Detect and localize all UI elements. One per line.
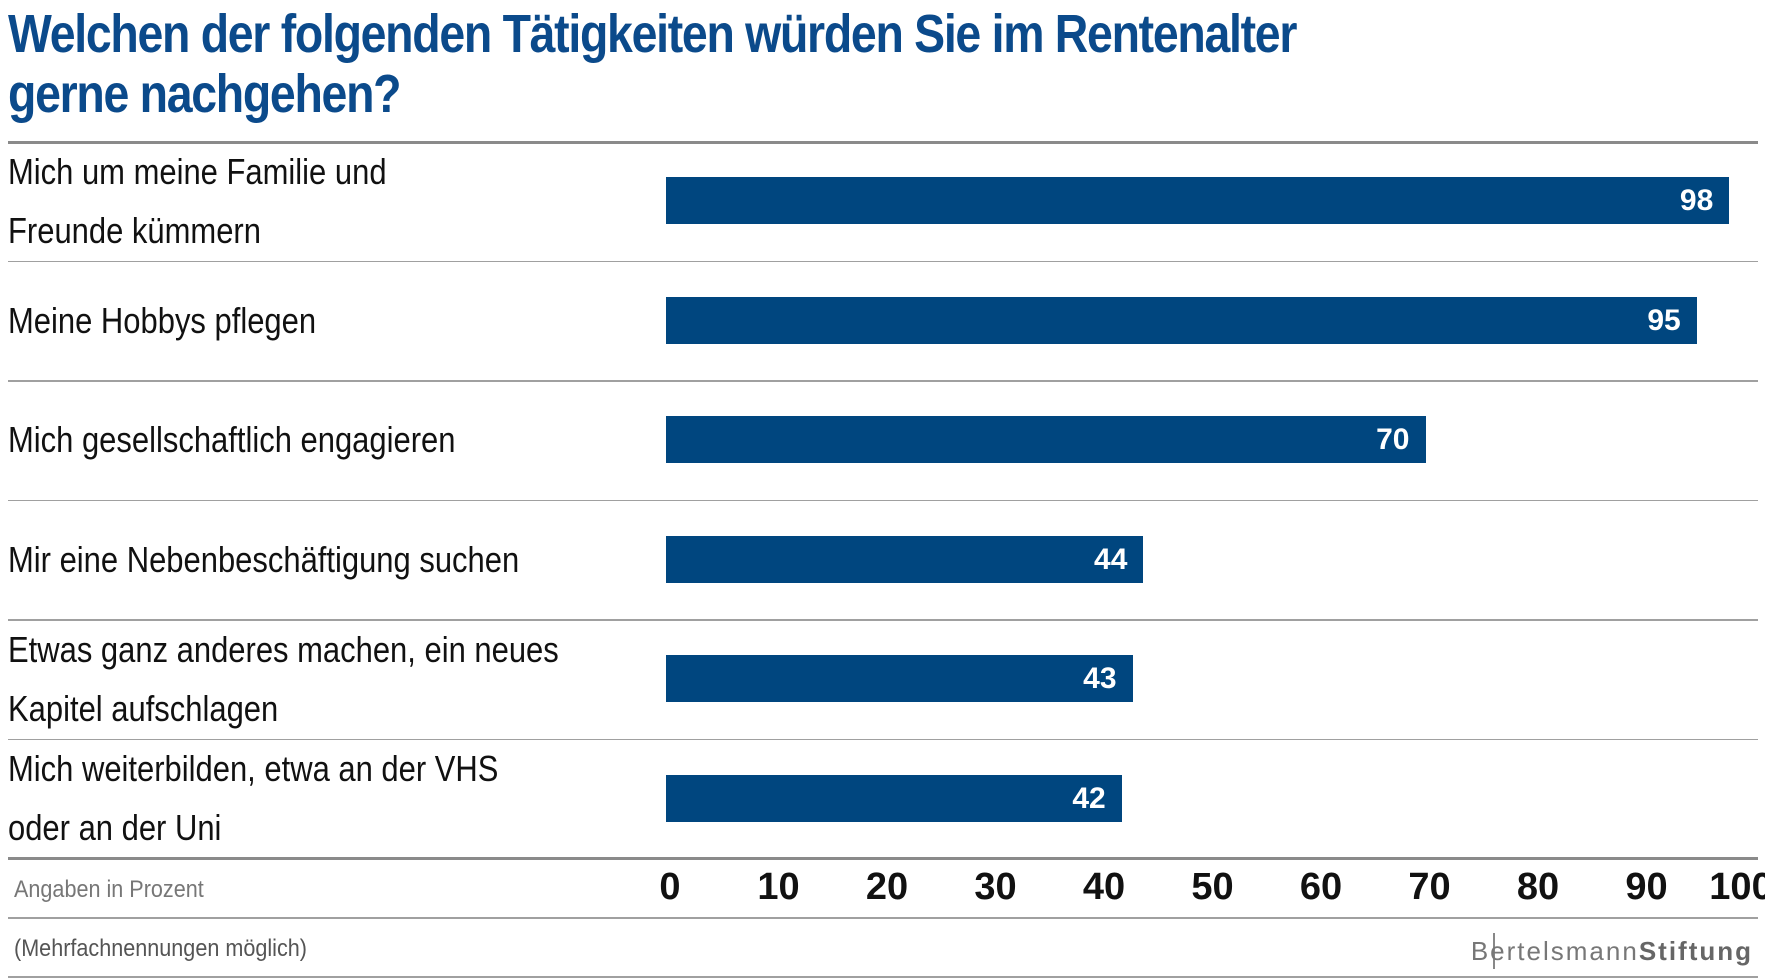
- tick-label: 20: [865, 866, 909, 908]
- row-divider: [8, 619, 1758, 621]
- tick-label: 100: [1709, 866, 1765, 908]
- bar: 44: [666, 535, 1144, 583]
- chart-title: Welchen der folgenden Tätigkeiten würden…: [8, 4, 1504, 124]
- category-label: Mich weiterbilden, etwa an der VHS oder …: [8, 748, 499, 849]
- tick-label: 10: [757, 866, 800, 908]
- tick-label: 50: [1191, 866, 1234, 908]
- row-divider: [8, 260, 1758, 262]
- tick-label: 40: [1082, 866, 1126, 908]
- category-label: Mir eine Nebenbeschäftigung suchen: [8, 538, 520, 580]
- bar: 70: [666, 416, 1426, 463]
- row-divider: [8, 380, 1758, 382]
- logo-divider: [1493, 933, 1495, 969]
- title-line-2: gerne nachgehen?: [8, 64, 402, 124]
- data-label: 43: [1083, 662, 1117, 695]
- category-label: Etwas ganz anderes machen, ein neues Kap…: [8, 628, 559, 729]
- bertelsmann-stiftung-logo: BertelsmannStiftung: [1471, 936, 1753, 967]
- data-label: 44: [1094, 542, 1128, 576]
- axis-bottom-rule: [8, 917, 1758, 919]
- data-label: 95: [1647, 303, 1681, 337]
- bar: 95: [666, 296, 1697, 344]
- bar: 42: [666, 774, 1122, 822]
- tick-label: 30: [974, 866, 1017, 908]
- top-rule: [8, 141, 1758, 144]
- logo-bold-text: Stiftung: [1638, 936, 1753, 966]
- data-label: 42: [1072, 781, 1106, 815]
- row-divider: [8, 499, 1758, 501]
- tick-label: 0: [659, 866, 681, 908]
- data-label: 70: [1376, 423, 1410, 456]
- axis-rule: [8, 857, 1758, 860]
- footnote: (Mehrfachnennungen möglich): [14, 935, 307, 962]
- category-label: Mich um meine Familie und Freunde kümmer…: [8, 150, 387, 251]
- bar: 43: [666, 655, 1133, 702]
- category-label: Mich gesellschaftlich engagieren: [8, 419, 456, 461]
- logo-light-text: Bertelsmann: [1470, 936, 1639, 966]
- footer-rule: [8, 976, 1758, 978]
- row-divider: [8, 738, 1758, 740]
- category-label: Meine Hobbys pflegen: [8, 299, 317, 341]
- title-line-1: Welchen der folgenden Tätigkeiten würden…: [8, 4, 1297, 64]
- tick-label: 90: [1625, 866, 1668, 908]
- tick-label: 70: [1408, 866, 1451, 908]
- bar: 98: [666, 177, 1730, 224]
- data-label: 98: [1679, 184, 1714, 217]
- unit-note: Angaben in Prozent: [14, 876, 204, 903]
- tick-label: 60: [1299, 866, 1343, 908]
- tick-label: 80: [1516, 866, 1560, 908]
